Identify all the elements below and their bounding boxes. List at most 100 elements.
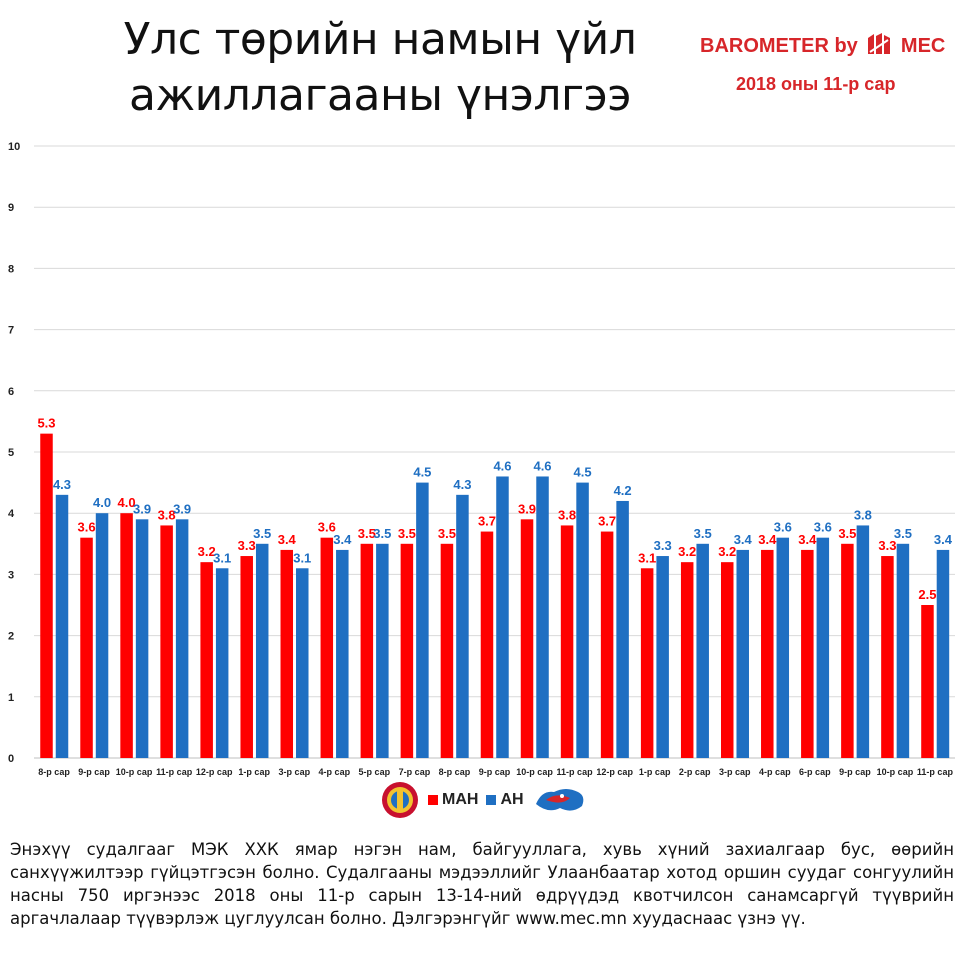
bar-an <box>616 500 629 758</box>
data-label-man: 3.7 <box>598 514 616 529</box>
report-date: 2018 оны 11-р сар <box>736 74 896 94</box>
bar-man <box>600 531 614 758</box>
data-label-an: 3.5 <box>894 526 912 541</box>
bar-an <box>336 549 349 758</box>
legend-item-man: МАН <box>428 791 478 809</box>
bar-an <box>376 543 389 758</box>
x-tick-label: 11-р сар <box>917 767 954 777</box>
bar-man <box>280 549 294 758</box>
x-tick-label: 12-р сар <box>596 767 633 777</box>
bar-an <box>496 476 509 758</box>
y-tick-label: 3 <box>8 569 14 581</box>
bar-an <box>896 543 910 758</box>
y-tick-label: 7 <box>8 325 14 337</box>
data-label-man: 3.2 <box>198 544 216 559</box>
data-label-man: 2.5 <box>918 587 936 602</box>
bar-man <box>680 562 694 758</box>
legend: МАН АН <box>380 780 588 820</box>
x-tick-label: 1-р сар <box>238 767 270 777</box>
data-label-an: 3.4 <box>734 532 753 547</box>
legend-swatch-man <box>428 795 438 805</box>
y-tick-label: 8 <box>8 263 14 275</box>
bar-an <box>576 482 589 758</box>
y-tick-label: 4 <box>8 508 15 520</box>
legend-item-an: АН <box>486 791 524 809</box>
data-label-man: 3.1 <box>638 550 656 565</box>
data-label-an: 3.5 <box>694 526 712 541</box>
data-label-man: 3.7 <box>478 514 496 529</box>
x-tick-label: 9-р сар <box>839 767 871 777</box>
bar-an <box>656 556 669 758</box>
x-tick-label: 3-р сар <box>719 767 751 777</box>
x-tick-label: 2-р сар <box>679 767 711 777</box>
bar-man <box>160 525 173 758</box>
x-tick-label: 6-р сар <box>799 767 831 777</box>
x-tick-label: 3-р сар <box>278 767 310 777</box>
data-label-an: 4.6 <box>533 458 551 473</box>
bar-man <box>200 562 213 758</box>
data-label-man: 3.3 <box>878 538 896 553</box>
data-label-an: 3.5 <box>253 526 271 541</box>
y-tick-label: 5 <box>8 447 14 459</box>
x-tick-label: 9-р сар <box>479 767 511 777</box>
bar-man <box>881 556 894 758</box>
bar-an <box>416 482 429 758</box>
data-label-an: 3.4 <box>934 532 953 547</box>
chart-title: Улс төрийн намын үйл ажиллагааны үнэлгээ <box>100 12 660 124</box>
y-tick-label: 9 <box>8 202 14 214</box>
x-tick-label: 9-р сар <box>78 767 110 777</box>
bar-man <box>320 537 334 758</box>
data-label-an: 4.0 <box>93 495 111 510</box>
y-tick-label: 0 <box>8 753 14 765</box>
brand: BAROMETER by MEC <box>700 32 945 58</box>
x-tick-label: 11-р сар <box>557 767 594 777</box>
bar-an <box>456 494 469 758</box>
title-line-2: ажиллагааны үнэлгээ <box>129 70 631 121</box>
data-label-man: 3.5 <box>358 526 376 541</box>
bar-man <box>120 513 133 758</box>
data-label-an: 3.9 <box>173 501 191 516</box>
data-label-man: 3.2 <box>718 544 736 559</box>
data-label-man: 3.4 <box>758 532 777 547</box>
data-label-man: 3.9 <box>518 501 536 516</box>
x-tick-label: 7-р сар <box>399 767 431 777</box>
x-tick-label: 8-р сар <box>38 767 70 777</box>
footnote: Энэхүү судалгааг МЭК ХХК ямар нэгэн нам,… <box>10 840 954 928</box>
data-label-an: 3.6 <box>774 520 792 535</box>
data-label-an: 4.5 <box>413 465 431 480</box>
bar-an <box>816 537 830 758</box>
bar-man <box>400 543 414 758</box>
y-tick-label: 1 <box>8 692 14 704</box>
bar-an <box>95 513 109 758</box>
bar-an <box>856 525 870 758</box>
data-label-man: 3.2 <box>678 544 696 559</box>
data-label-an: 3.1 <box>213 550 231 565</box>
bar-man <box>520 519 534 758</box>
data-label-man: 3.6 <box>78 520 96 535</box>
data-label-an: 4.3 <box>453 477 471 492</box>
legend-label-an: АН <box>500 791 524 808</box>
bar-man <box>640 568 654 758</box>
bar-an <box>55 494 69 758</box>
data-label-man: 3.6 <box>318 520 336 535</box>
data-label-man: 4.0 <box>118 495 136 510</box>
bar-man <box>80 537 93 758</box>
data-label-an: 3.3 <box>654 538 672 553</box>
y-tick-label: 6 <box>8 386 14 398</box>
y-tick-label: 10 <box>8 141 20 153</box>
data-label-man: 3.8 <box>158 507 176 522</box>
bar-man <box>440 543 454 758</box>
data-label-an: 3.5 <box>373 526 391 541</box>
an-party-emblem-icon <box>535 789 583 811</box>
data-label-an: 4.2 <box>614 483 632 498</box>
bar-an <box>696 543 709 758</box>
x-tick-label: 1-р сар <box>639 767 671 777</box>
x-tick-label: 8-р сар <box>439 767 471 777</box>
bar-an <box>536 476 549 758</box>
legend-label-man: МАН <box>442 791 479 808</box>
data-label-an: 3.4 <box>333 532 352 547</box>
data-label-an: 3.9 <box>133 501 151 516</box>
data-label-an: 3.1 <box>293 550 311 565</box>
data-label-man: 3.8 <box>558 507 576 522</box>
bar-man <box>921 605 934 758</box>
